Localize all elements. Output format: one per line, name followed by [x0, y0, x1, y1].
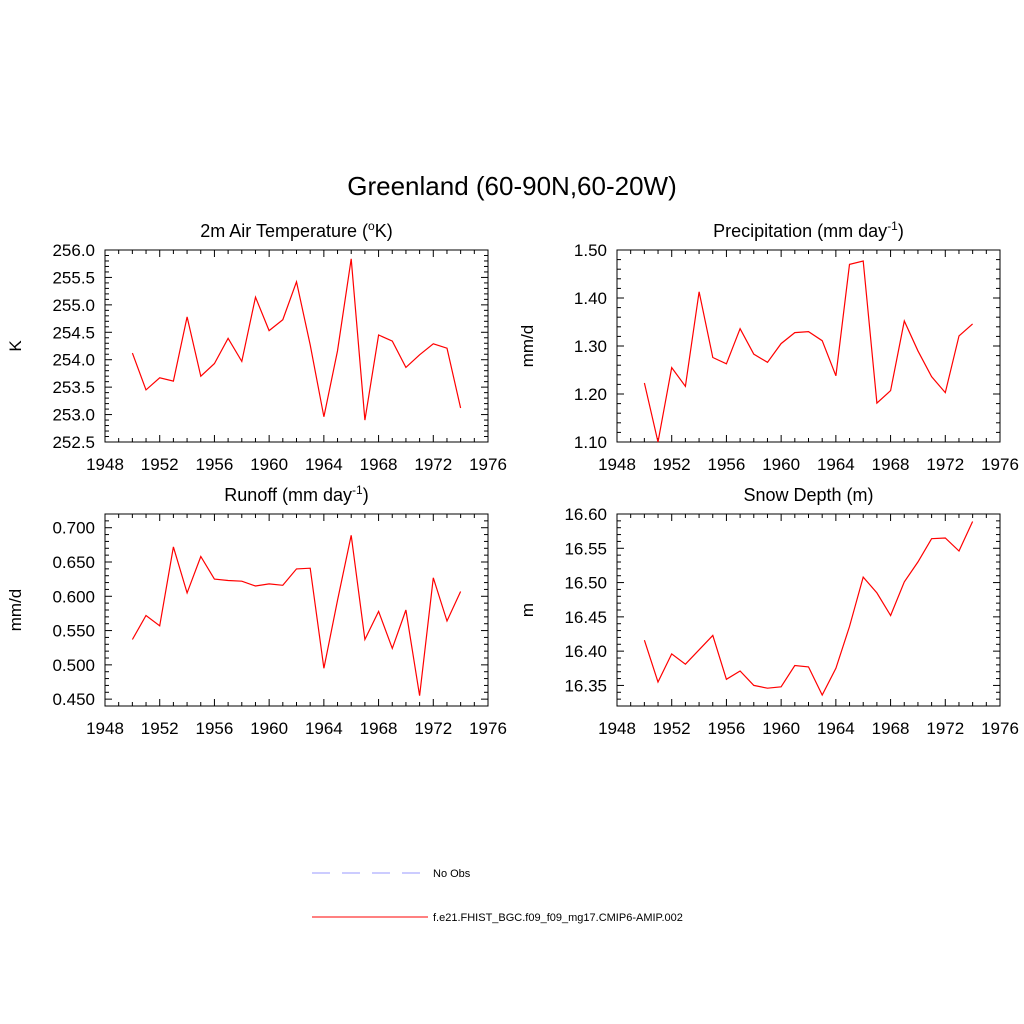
plot-frame: [616, 249, 1001, 443]
y-tick-label: 254.0: [52, 351, 95, 370]
x-tick-label: 1964: [305, 455, 343, 474]
y-tick-label: 16.50: [564, 574, 607, 593]
x-tick-label: 1968: [360, 719, 398, 738]
x-tick-label: 1948: [598, 455, 636, 474]
y-tick-label: 1.20: [574, 385, 607, 404]
y-tick-label: 0.550: [52, 622, 95, 641]
x-tick-label: 1960: [762, 455, 800, 474]
y-tick-label: 16.35: [564, 676, 607, 695]
x-tick-label: 1952: [653, 455, 691, 474]
panel-title: 2m Air Temperature (oK): [200, 219, 392, 241]
figure-title: Greenland (60-90N,60-20W): [347, 171, 677, 201]
y-tick-label: 0.600: [52, 587, 95, 606]
panels: 2m Air Temperature (oK)1948 1952 1956 1960 1…: [6, 219, 1019, 738]
y-tick-label: 0.650: [52, 553, 95, 572]
x-tick-label: 1976: [981, 719, 1019, 738]
y-tick-label: 0.450: [52, 690, 95, 709]
x-tick-label: 1956: [196, 719, 234, 738]
y-axis-label: m: [518, 603, 537, 617]
x-tick-label: 1956: [708, 455, 746, 474]
panel-title-superscript: -1: [352, 483, 363, 497]
panel-title-suffix: K): [375, 221, 393, 241]
x-tick-label: 1956: [196, 455, 234, 474]
series-line-1: [643, 521, 974, 697]
x-tick-label: 1972: [926, 455, 964, 474]
y-tick-label: 0.700: [52, 519, 95, 538]
y-tick-label: 16.60: [564, 505, 607, 524]
y-tick-label: 252.5: [52, 433, 95, 452]
x-tick-label: 1964: [817, 719, 855, 738]
y-tick-label: 1.50: [574, 241, 607, 260]
y-axis-label: mm/d: [6, 589, 25, 632]
x-tick-label: 1956: [708, 719, 746, 738]
y-tick-label: 256.0: [52, 241, 95, 260]
panel-title: Runoff (mm day-1): [224, 483, 368, 505]
x-tick-label: 1968: [360, 455, 398, 474]
chart-panel-4: Snow Depth (m) 1948 1952 1956 1960 1964 1968 19…: [518, 485, 1019, 738]
panel-title-superscript: o: [368, 219, 375, 233]
legend: No Obs f.e21.FHIST_BGC.f09_f09_mg17.CMIP6…: [312, 868, 683, 924]
series-line-1: [131, 258, 462, 421]
panel-title-suffix: ): [363, 485, 369, 505]
x-tick-label: 1964: [817, 455, 855, 474]
panel-title-text: 2m Air Temperature (: [200, 221, 368, 241]
y-axis-label: K: [6, 340, 25, 352]
panel-title-text: Precipitation (mm day: [713, 221, 887, 241]
chart-panel-2: Precipitation (mm day-1) 1948 1952 1956 1960…: [518, 219, 1019, 474]
y-tick-label: 16.55: [564, 539, 607, 558]
y-tick-label: 1.10: [574, 433, 607, 452]
chart-panel-1: 2m Air Temperature (oK) 1948 1952 1956 1960 1…: [6, 219, 507, 474]
panel-title-text: Runoff (mm day: [224, 485, 352, 505]
x-tick-label: 1968: [872, 455, 910, 474]
x-tick-label: 1972: [414, 455, 452, 474]
x-tick-label: 1976: [469, 455, 507, 474]
y-tick-label: 1.30: [574, 337, 607, 356]
x-tick-label: 1976: [981, 455, 1019, 474]
chart-panel-3: Runoff (mm day-1) 1948 1952 1956 1960 1964 196…: [6, 483, 507, 738]
x-tick-label: 1952: [141, 455, 179, 474]
y-tick-label: 1.40: [574, 289, 607, 308]
x-tick-label: 1960: [250, 455, 288, 474]
y-tick-label: 253.5: [52, 378, 95, 397]
x-tick-label: 1976: [469, 719, 507, 738]
legend-label-1: No Obs: [433, 868, 471, 880]
legend-label-2: f.e21.FHIST_BGC.f09_f09_mg17.CMIP6-AMIP.…: [433, 912, 683, 924]
y-axis-label: mm/d: [518, 325, 537, 368]
series-line-1: [131, 535, 462, 696]
panel-title: Snow Depth (m): [743, 485, 873, 505]
x-tick-label: 1948: [598, 719, 636, 738]
x-tick-label: 1960: [250, 719, 288, 738]
y-tick-label: 253.0: [52, 406, 95, 425]
x-tick-label: 1948: [86, 719, 124, 738]
panel-title: Precipitation (mm day-1): [713, 219, 904, 241]
plot-frame: [616, 513, 1001, 707]
y-tick-label: 16.45: [564, 608, 607, 627]
panel-title-suffix: ): [898, 221, 904, 241]
y-tick-label: 255.0: [52, 296, 95, 315]
y-tick-label: 254.5: [52, 323, 95, 342]
x-tick-label: 1952: [141, 719, 179, 738]
y-tick-label: 255.5: [52, 268, 95, 287]
panel-title-text: Snow Depth (m): [743, 485, 873, 505]
x-tick-label: 1960: [762, 719, 800, 738]
panel-title-superscript: -1: [887, 219, 898, 233]
y-tick-label: 16.40: [564, 642, 607, 661]
x-tick-label: 1972: [414, 719, 452, 738]
x-tick-label: 1964: [305, 719, 343, 738]
x-tick-label: 1968: [872, 719, 910, 738]
x-tick-label: 1972: [926, 719, 964, 738]
x-tick-label: 1948: [86, 455, 124, 474]
y-tick-label: 0.500: [52, 656, 95, 675]
series-line-1: [643, 260, 973, 443]
x-tick-label: 1952: [653, 719, 691, 738]
